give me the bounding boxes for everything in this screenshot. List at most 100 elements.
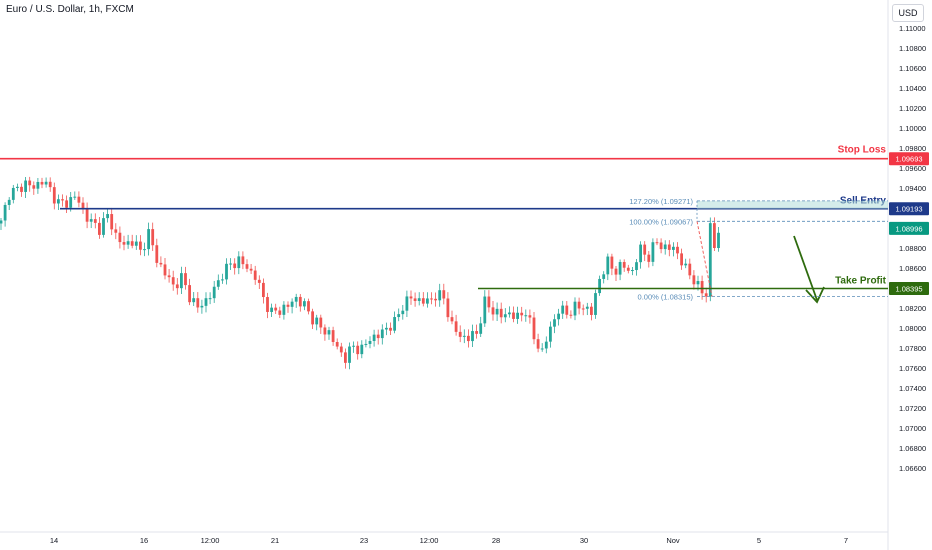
- y-tick-label: 1.09800: [899, 144, 926, 153]
- candle: [188, 278, 191, 306]
- candle: [520, 306, 524, 322]
- candle: [569, 310, 573, 319]
- candle-body: [491, 307, 495, 315]
- candle-body: [471, 331, 474, 342]
- candle: [81, 197, 85, 214]
- candle-body: [483, 296, 487, 324]
- candle: [581, 304, 585, 316]
- candle: [204, 292, 208, 313]
- candle: [229, 258, 232, 271]
- candle-body: [512, 312, 515, 319]
- candle-body: [368, 341, 372, 344]
- candle-body: [167, 275, 171, 278]
- currency-button[interactable]: USD: [892, 4, 924, 22]
- y-tick-label: 1.10800: [899, 44, 926, 53]
- candle: [315, 314, 319, 331]
- candle-body: [684, 263, 688, 266]
- x-tick-label: 23: [360, 536, 368, 545]
- fib-trend-line: [696, 221, 713, 297]
- candle-body: [503, 314, 507, 318]
- candle-body: [237, 256, 241, 269]
- candle-body: [315, 317, 319, 325]
- candle: [348, 342, 351, 370]
- candle: [667, 240, 671, 257]
- candle: [458, 325, 462, 343]
- candle-body: [590, 306, 593, 315]
- candle-body: [61, 199, 64, 201]
- candle: [175, 278, 179, 295]
- candle-body: [401, 310, 405, 315]
- down-arrow-icon: [793, 235, 818, 301]
- take-profit-price-tag: 1.08395: [889, 282, 929, 295]
- candle: [93, 213, 97, 229]
- candle-body: [372, 334, 376, 342]
- candle-body: [614, 268, 618, 275]
- candle-body: [700, 281, 704, 294]
- candle: [110, 207, 114, 236]
- candle: [549, 321, 552, 348]
- candle: [303, 298, 306, 311]
- candle: [544, 336, 548, 354]
- price-axis[interactable]: 1.11000 1.10800 1.10600 1.10400 1.10200 1.100…: [887, 0, 926, 550]
- candle: [684, 258, 688, 269]
- candle-body: [692, 275, 696, 285]
- candle: [208, 292, 212, 305]
- y-tick-label: 1.08600: [899, 264, 926, 273]
- candle-body: [458, 331, 462, 337]
- candle-body: [212, 286, 216, 299]
- x-tick-label: 16: [140, 536, 148, 545]
- candle: [360, 340, 364, 359]
- stop-loss-label: Stop Loss: [838, 145, 887, 156]
- candle-body: [688, 263, 692, 276]
- candle: [139, 235, 142, 256]
- candle: [622, 259, 626, 272]
- candle-body: [204, 298, 208, 306]
- candle-body: [549, 326, 552, 342]
- candle-body: [52, 187, 56, 204]
- candle-body: [73, 196, 77, 198]
- candle: [77, 191, 81, 208]
- candle-body: [659, 242, 663, 250]
- candle-body: [143, 249, 146, 251]
- candle-body: [475, 331, 478, 334]
- candle-body: [426, 298, 429, 304]
- x-tick-label: Nov: [666, 536, 680, 545]
- candle-body: [323, 327, 327, 335]
- candle-body: [311, 311, 314, 325]
- candle-body: [274, 307, 278, 311]
- candle-body: [106, 214, 109, 219]
- candle: [565, 301, 569, 319]
- y-tick-label: 1.08200: [899, 304, 926, 313]
- candle: [28, 176, 32, 192]
- candle: [639, 241, 642, 269]
- candle: [167, 268, 171, 283]
- candle: [450, 310, 454, 325]
- candle-body: [249, 268, 253, 271]
- candle-body: [327, 330, 331, 335]
- candle-body: [348, 346, 351, 363]
- candle-body: [180, 273, 183, 289]
- candle-body: [364, 343, 368, 345]
- candle: [573, 297, 577, 321]
- candle: [606, 253, 610, 281]
- candle-body: [286, 304, 290, 307]
- candle: [577, 297, 581, 315]
- time-axis[interactable]: 14 16 12:00 21 23 12:00 28 30 Nov 5 7: [0, 531, 888, 545]
- candle-body: [151, 229, 155, 246]
- candle: [241, 251, 245, 270]
- candle-body: [430, 298, 433, 300]
- x-tick-label: 12:00: [201, 536, 220, 545]
- candle-body: [569, 314, 573, 316]
- candle-body: [57, 199, 60, 204]
- candle: [98, 217, 101, 239]
- candle: [270, 303, 273, 318]
- candle-body: [655, 242, 659, 244]
- candle: [237, 251, 241, 275]
- candle-body: [339, 346, 343, 353]
- candle-body: [24, 180, 27, 192]
- candle: [651, 238, 655, 267]
- candle-body: [7, 199, 11, 205]
- candle-body: [134, 241, 138, 246]
- candle-body: [663, 244, 667, 250]
